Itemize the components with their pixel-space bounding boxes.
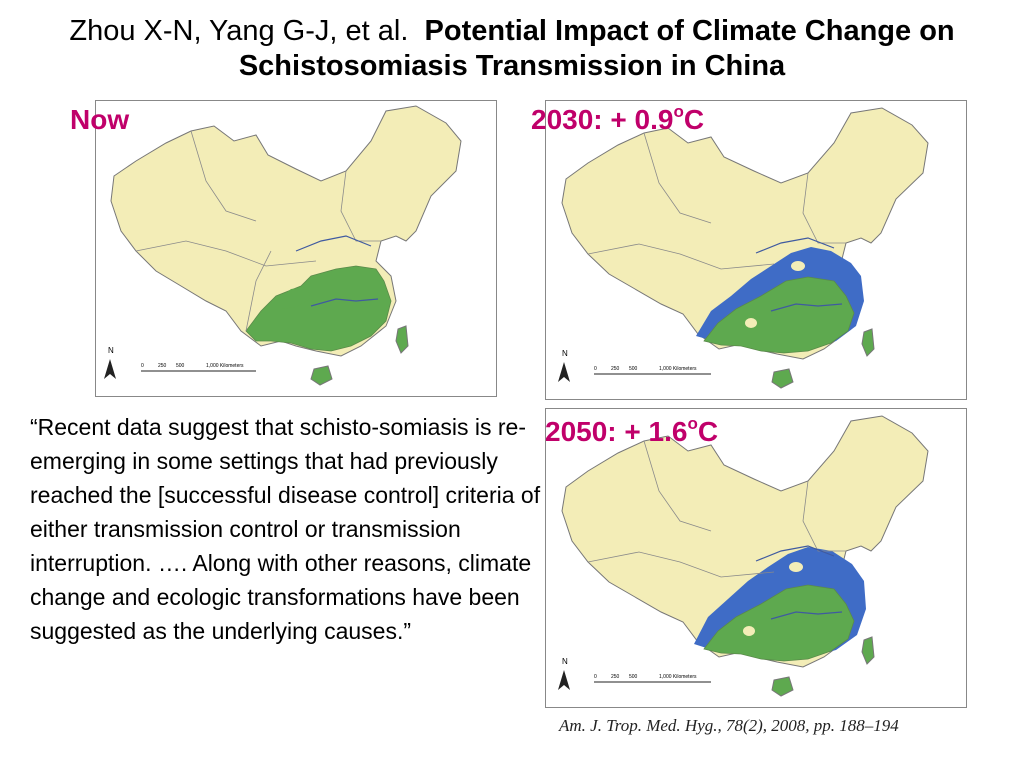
hainan-island bbox=[771, 676, 794, 697]
yellow-gap bbox=[791, 261, 805, 271]
north-label: N bbox=[108, 346, 114, 355]
scale-250: 250 bbox=[611, 674, 620, 680]
taiwan-island bbox=[395, 325, 409, 354]
scale-0: 0 bbox=[594, 674, 597, 680]
taiwan-island bbox=[861, 636, 875, 665]
scale-1000: 1,000 Kilometers bbox=[206, 363, 244, 369]
title-authors: Zhou X-N, Yang G-J, et al. bbox=[69, 15, 409, 47]
map-now: N 0 250 500 1,000 Kilometers bbox=[95, 100, 497, 397]
scale-250: 250 bbox=[611, 366, 620, 372]
current-range-area bbox=[703, 276, 855, 354]
scale-1000: 1,000 Kilometers bbox=[659, 674, 697, 680]
slide-title: Zhou X-N, Yang G-J, et al. Potential Imp… bbox=[0, 14, 1024, 84]
label-now: Now bbox=[70, 104, 130, 135]
quote-text: “Recent data suggest that schisto-somias… bbox=[30, 414, 541, 644]
taiwan-island bbox=[861, 328, 875, 357]
scale-0: 0 bbox=[141, 363, 144, 369]
north-arrow bbox=[558, 670, 570, 690]
map-2050: N 0 250 500 1,000 Kilometers bbox=[545, 408, 967, 708]
current-range-area bbox=[703, 584, 855, 662]
scale-500: 500 bbox=[629, 674, 638, 680]
current-range-west bbox=[276, 287, 310, 309]
north-label: N bbox=[562, 657, 568, 666]
scale-0: 0 bbox=[594, 366, 597, 372]
citation: Am. J. Trop. Med. Hyg., 78(2), 2008, pp.… bbox=[559, 716, 899, 735]
hainan-island bbox=[310, 365, 333, 386]
north-label: N bbox=[562, 349, 568, 358]
yellow-gap bbox=[789, 562, 803, 572]
yellow-gap bbox=[743, 626, 755, 636]
label-2050: 2050: + 1.6oC bbox=[545, 414, 719, 447]
scale-250: 250 bbox=[158, 363, 167, 369]
yellow-gap bbox=[745, 318, 757, 328]
scale-1000: 1,000 Kilometers bbox=[659, 366, 697, 372]
map-2030: N 0 250 500 1,000 Kilometers bbox=[545, 100, 967, 400]
north-arrow bbox=[104, 359, 116, 379]
north-arrow bbox=[558, 362, 570, 382]
scale-500: 500 bbox=[629, 366, 638, 372]
label-2030: 2030: + 0.9oC bbox=[531, 102, 705, 135]
hainan-island bbox=[771, 368, 794, 389]
scale-500: 500 bbox=[176, 363, 185, 369]
current-range-area bbox=[245, 265, 392, 352]
title-article: Potential Impact of Climate Change on Sc… bbox=[238, 15, 955, 82]
